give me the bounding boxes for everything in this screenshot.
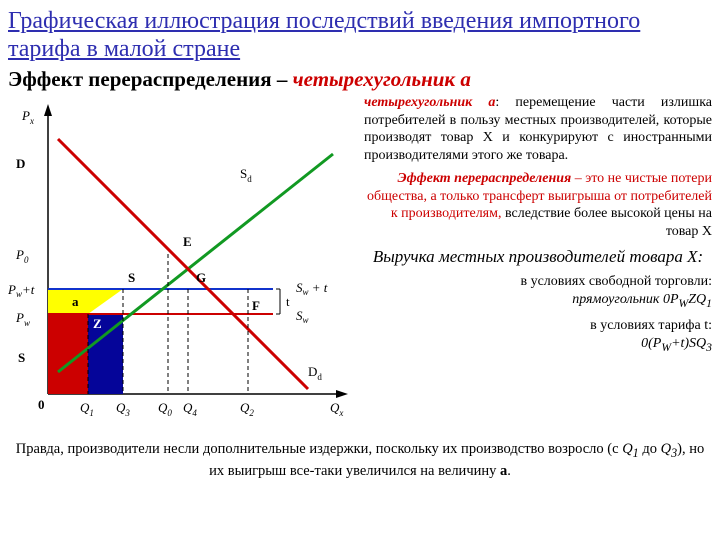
label-Dd: Dd [308,364,322,382]
slide-title: Графическая иллюстрация последствий введ… [8,8,712,63]
label-Q4: Q4 [183,400,197,418]
label-origin: 0 [38,397,45,412]
subtitle-letter: a [460,67,471,91]
right-text-column: четырехугольник а: перемещение части изл… [364,94,712,434]
chart-area: Px Qx 0 D P0 Pw+t Pw S Sd Dd E S G F Z a… [8,94,358,434]
label-Swt: Sw + t [296,280,328,297]
revenue-title: Выручка местных производителей товара Х: [364,246,712,267]
label-E: E [183,234,192,249]
effect-paragraph: Эффект перераспределения – это не чистые… [364,170,712,240]
label-Sw: Sw [296,308,309,325]
revenue-title-text: Выручка местных производителей товара Х: [373,247,703,266]
effect-tail: вследствие более высокой цены на товар X [505,206,712,239]
label-Sleft: S [18,350,25,365]
cond1-val: прямоугольник 0PWZQ1 [572,292,712,307]
label-Pw: Pw [15,310,30,328]
label-a: a [72,294,79,309]
label-G: G [196,270,206,285]
label-Sd: Sd [240,166,252,184]
subtitle-red: четырехугольник [293,67,461,91]
label-Px: Px [21,108,34,126]
label-P0: P0 [15,247,29,265]
supply-demand-chart: Px Qx 0 D P0 Pw+t Pw S Sd Dd E S G F Z a… [8,94,358,429]
label-Q3: Q3 [116,400,130,418]
label-S2: S [128,270,135,285]
label-Q2: Q2 [240,400,254,418]
bottom-text: Правда, производители несли дополнительн… [8,440,712,480]
label-Z: Z [93,316,102,331]
slide-subtitle: Эффект перераспределения – четырехугольн… [8,67,712,92]
subtitle-prefix: Эффект перераспределения – [8,67,293,91]
cond2: в условиях тарифа t: 0(PW+t)SQ3 [364,317,712,355]
label-Q1: Q1 [80,400,94,418]
cond1: в условиях свободной торговли: прямоугол… [364,273,712,311]
label-F: F [252,298,260,313]
label-t: t [286,294,290,309]
desc-line-1: четырехугольник а: перемещение части изл… [364,94,712,164]
cond1-label: в условиях свободной торговли: [520,274,712,289]
label-Pwt: Pw+t [8,282,35,299]
effect-title: Эффект перераспределения [398,171,572,186]
cond2-label: в условиях тарифа t: [590,318,712,333]
label-Q0: Q0 [158,400,172,418]
label-D: D [16,156,25,171]
cond2-val: 0(PW+t)SQ3 [641,336,712,351]
label-Qx: Qx [330,400,343,418]
desc1-red: четырехугольник а [364,95,495,110]
